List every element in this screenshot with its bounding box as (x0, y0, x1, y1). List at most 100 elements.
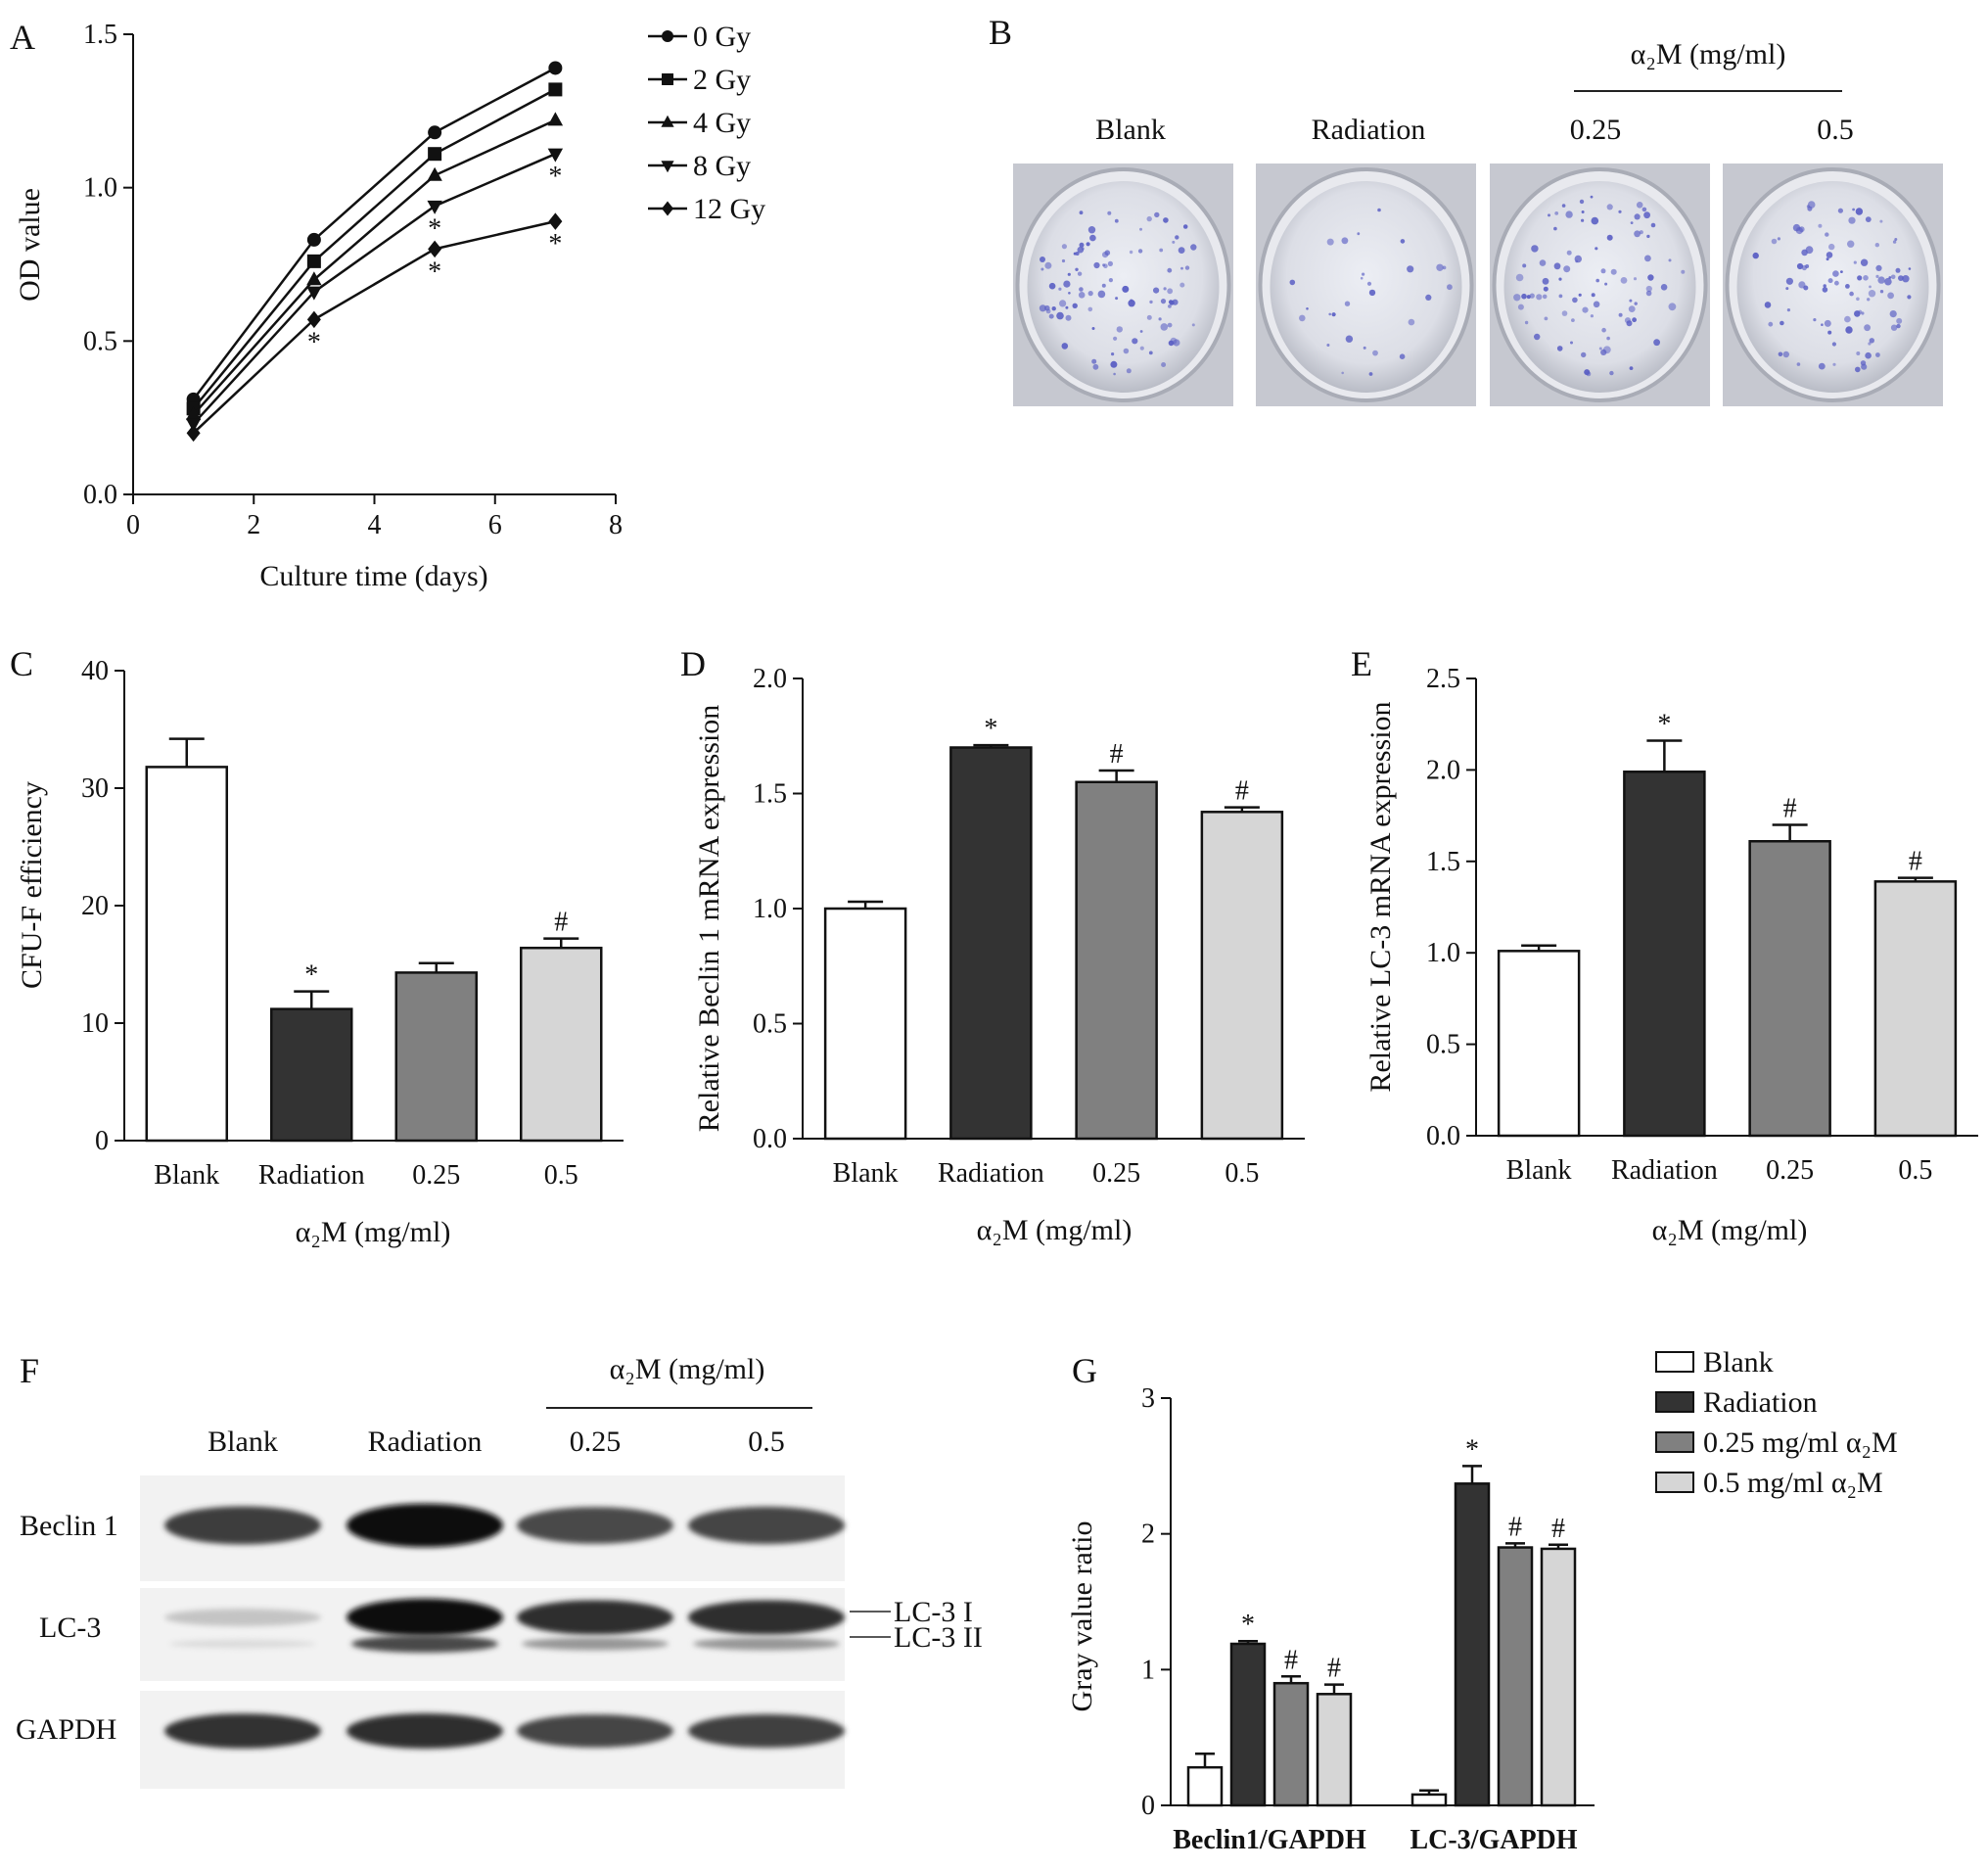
colony-0-25 (1681, 269, 1686, 274)
x-tick-label: 4 (368, 510, 382, 540)
colony-blank (1051, 306, 1056, 311)
colony-blank (1179, 282, 1185, 288)
colony-0-25 (1641, 207, 1647, 212)
colony-0-5 (1801, 264, 1807, 271)
colony-0-25 (1531, 245, 1539, 253)
colony-0-25 (1595, 278, 1599, 283)
significance-mark-12-gy-2: * (428, 257, 441, 287)
colony-blank (1168, 300, 1174, 304)
colony-0-5 (1845, 284, 1850, 289)
colony-blank (1091, 358, 1097, 364)
colony-0-25 (1572, 297, 1578, 304)
y-tick-label: 0.5 (753, 1009, 787, 1040)
panel-letter-d: D (680, 644, 706, 683)
colony-0-5 (1786, 308, 1790, 312)
colony-0-25 (1571, 318, 1575, 322)
colony-0-25 (1590, 314, 1594, 318)
colony-blank (1073, 252, 1077, 256)
y-tick-label: 1 (1141, 1655, 1155, 1685)
colony-0-25 (1529, 293, 1535, 299)
data-point-12-gy-2 (428, 240, 442, 258)
category-label-beclin1-gapdh: Beclin1/GAPDH (1173, 1825, 1366, 1855)
bar-blank (145, 766, 228, 1143)
colony-0-25 (1620, 277, 1628, 284)
colony-radiation (1366, 281, 1372, 286)
significance-mark-radiation: * (1657, 710, 1671, 740)
panel-f-arrow-label-lc3-i: LC-3 I (894, 1596, 973, 1628)
colony-radiation (1328, 312, 1331, 316)
colony-0-5 (1771, 238, 1778, 245)
colony-blank (1061, 258, 1066, 263)
colony-blank (1182, 224, 1188, 229)
y-tick-label: 0.5 (83, 326, 117, 356)
colony-0-25 (1553, 262, 1561, 270)
panel-b-group-header: α₂M (mg/ml) (1631, 38, 1786, 70)
panel-e-bar-chart: 0.0 0.5 1.0 1.5 2.0 2.5 Blank * Radiation #0.25 #… (1364, 664, 1978, 1246)
colony-0-25 (1650, 222, 1656, 228)
colony-0-25 (1598, 347, 1602, 351)
colony-0-25 (1604, 282, 1608, 286)
colony-0-25 (1542, 294, 1548, 300)
bar-blank (1497, 950, 1581, 1138)
colony-blank (1122, 285, 1130, 293)
y-tick-label: 0.0 (83, 480, 117, 510)
colony-0-25 (1565, 210, 1573, 218)
panel-a-axes: 0.0 0.5 1.0 1.5 0 2 4 6 8 (83, 20, 623, 540)
series-line-8-gy (192, 153, 556, 425)
colony-0-5 (1856, 297, 1860, 302)
colony-0-25 (1629, 299, 1633, 303)
colony-0-5 (1868, 290, 1876, 298)
colony-0-25 (1561, 204, 1566, 208)
band-gapdh-lane-4 (688, 1713, 845, 1749)
panel-f-western-blot: α₂M (mg/ml) Blank Radiation 0.25 0.5 Bec… (16, 1353, 983, 1789)
colony-blank (1163, 217, 1169, 223)
colony-0-25 (1609, 370, 1614, 376)
colony-blank (1161, 362, 1167, 367)
colony-0-5 (1837, 208, 1843, 213)
panel-b-dish-label-blank: Blank (1095, 114, 1166, 146)
panel-f-row-label-lc3: LC-3 (39, 1612, 101, 1644)
colony-0-5 (1861, 363, 1868, 370)
bar-beclin1-gapdh-radiation (1229, 1642, 1267, 1807)
y-tick-label: 0.5 (1426, 1030, 1460, 1060)
legend-label-radiation: Radiation (1703, 1386, 1818, 1419)
colony-0-5 (1875, 274, 1879, 278)
colony-blank (1101, 283, 1106, 288)
colony-blank (1058, 287, 1062, 291)
colony-blank (1059, 300, 1067, 307)
colony-blank (1110, 360, 1118, 368)
colony-0-25 (1660, 284, 1668, 291)
colony-0-25 (1517, 304, 1524, 310)
colony-blank (1097, 290, 1106, 299)
colony-0-25 (1645, 285, 1652, 293)
colony-radiation (1360, 276, 1364, 280)
significance-mark-radiation: * (304, 960, 318, 991)
y-tick-label: 1.0 (753, 894, 787, 924)
data-point-2-gy-3 (548, 82, 563, 97)
colony-blank (1089, 234, 1096, 242)
panel-letter-b: B (989, 13, 1012, 52)
colony-radiation (1299, 314, 1306, 322)
significance-mark-8-gy-2: * (428, 213, 441, 244)
colony-blank (1087, 226, 1096, 234)
panel-e-x-axis-title: α₂M (mg/ml) (1652, 1214, 1808, 1246)
colony-radiation (1363, 346, 1366, 350)
colony-blank (1102, 252, 1109, 258)
colony-0-25 (1543, 286, 1549, 292)
colony-0-25 (1581, 218, 1585, 222)
legend-label-8-gy: 8 Gy (693, 150, 751, 182)
colony-0-5 (1823, 284, 1826, 288)
panel-a-line-chart: 0.0 0.5 1.0 1.5 0 2 4 6 8 * * * * * 0 Gy 2 Gy 4 Gy 8 Gy… (14, 20, 765, 592)
colony-0-25 (1582, 306, 1589, 313)
colony-radiation (1436, 263, 1444, 271)
band-lc3-i-lane-3 (517, 1600, 673, 1635)
colony-blank (1180, 266, 1183, 270)
colony-0-5 (1844, 315, 1851, 323)
panel-a-series: * * * * * (185, 61, 564, 443)
series-line-2-gy (192, 88, 556, 410)
colony-0-25 (1548, 213, 1550, 217)
colony-0-5 (1785, 277, 1793, 285)
colony-blank (1048, 282, 1056, 290)
data-point-4-gy-2 (427, 166, 442, 181)
